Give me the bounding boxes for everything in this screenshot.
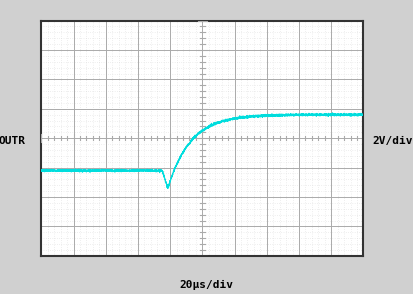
Text: 2V/div: 2V/div: [372, 136, 413, 146]
Text: OUTR: OUTR: [0, 136, 26, 146]
Text: 20μs/div: 20μs/div: [180, 280, 233, 290]
